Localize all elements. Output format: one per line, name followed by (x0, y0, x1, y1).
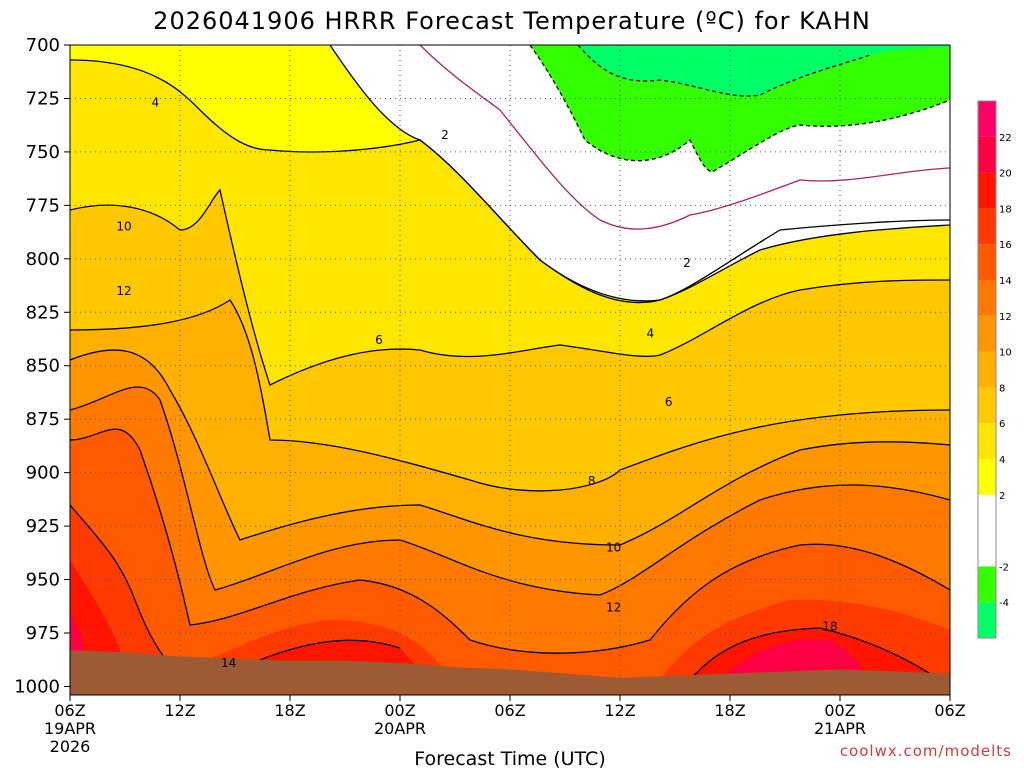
x-tick-date-7: 21APR (814, 719, 866, 738)
colorbar-swatch-10 (978, 244, 996, 280)
contour-14 (70, 428, 950, 654)
contour-label-2: 2 (683, 256, 691, 270)
y-tick-label-7: 875 (26, 409, 60, 430)
colorbar-label-12: 22 (999, 133, 1012, 144)
colorbar-label-4: 6 (999, 419, 1005, 430)
y-tick-label-5: 825 (26, 302, 60, 323)
x-tick-label-1: 12Z (164, 701, 195, 720)
colorbar-swatch-9 (978, 280, 996, 316)
x-tick-label-2: 18Z (274, 701, 305, 720)
y-tick-label-12: 1000 (14, 676, 60, 697)
contour-label-8: 8 (588, 474, 596, 488)
y-tick-label-3: 775 (26, 195, 60, 216)
contour-label-0: 4 (152, 96, 160, 110)
credit-text: coolwx.com/modelts (840, 742, 1012, 760)
colorbar-swatch-3 (978, 494, 996, 531)
colorbar-swatch-7 (978, 351, 996, 388)
band-minus6-minus4 (578, 45, 950, 97)
contour-minus4 (577, 45, 871, 97)
colorbar-swatch-4 (978, 459, 996, 495)
contour-6 (70, 188, 950, 386)
x-tick-label-6: 18Z (714, 701, 745, 720)
x-tick-date-3: 20APR (374, 719, 426, 738)
colorbar: -4 -2 2 4 6 8 10 12 14 16 18 20 22 (977, 100, 1012, 639)
y-tick-label-10: 950 (26, 570, 60, 591)
colorbar-label-11: 20 (999, 169, 1012, 180)
colorbar-label-8: 14 (999, 276, 1012, 287)
colorbar-label-7: 12 (999, 312, 1012, 323)
colorbar-swatch-13 (978, 136, 996, 173)
contour-label-4: 12 (116, 284, 131, 298)
colorbar-swatch-12 (978, 172, 996, 209)
y-tick-label-0: 700 (26, 35, 60, 56)
y-tick-label-11: 975 (26, 623, 60, 644)
contour-label-9: 10 (606, 540, 621, 554)
colorbar-frame (977, 100, 997, 639)
x-tick-date-0: 19APR (44, 719, 96, 738)
y-tick-label-2: 750 (26, 142, 60, 163)
ground-below-surface (70, 650, 950, 695)
contour-label-3: 10 (116, 220, 131, 234)
y-axis-ticks: 700 725 750 775 800 825 850 875 900 925 950 975 1000 (14, 35, 70, 697)
contour-label-1: 2 (441, 128, 449, 142)
colorbar-swatch-5 (978, 423, 996, 459)
plot-area: 4 2 2 10 12 6 4 6 8 10 12 14 18 (69, 44, 951, 696)
colorbar-swatch-6 (978, 387, 996, 424)
colorbar-label-10: 18 (999, 204, 1012, 215)
colorbar-label-5: 8 (999, 383, 1005, 394)
contour-minus2 (529, 45, 950, 173)
colorbar-label-2: 2 (999, 491, 1005, 502)
contour-label-7: 6 (665, 395, 673, 409)
contour-label-5: 6 (375, 333, 383, 347)
x-tick-label-8: 06Z (934, 701, 965, 720)
contour-2 (329, 45, 950, 302)
contour-label-12: 18 (822, 620, 837, 634)
x-tick-year-0: 2026 (50, 737, 91, 756)
contour-label-11: 14 (221, 656, 236, 670)
chart-title: 2026041906 HRRR Forecast Temperature (ºC… (153, 7, 871, 35)
contour-label-10: 12 (606, 600, 621, 614)
colorbar-swatch-8 (978, 315, 996, 352)
colorbar-label-0: -4 (999, 598, 1009, 609)
contour-8 (70, 299, 950, 492)
colorbar-swatch-1 (978, 566, 996, 603)
contour-12 (70, 386, 950, 596)
x-tick-label-5: 12Z (604, 701, 635, 720)
contour-label-6: 4 (647, 327, 655, 341)
x-tick-label-3: 00Z (384, 701, 415, 720)
colorbar-label-3: 4 (999, 455, 1005, 466)
colorbar-label-6: 10 (999, 348, 1012, 359)
y-tick-label-6: 850 (26, 356, 60, 377)
colorbar-label-1: -2 (999, 562, 1009, 573)
x-tick-label-7: 00Z (824, 701, 855, 720)
y-tick-label-4: 800 (26, 249, 60, 270)
contour-10 (70, 349, 950, 546)
colorbar-swatch-0 (978, 602, 996, 638)
x-axis-label: Forecast Time (UTC) (414, 748, 605, 768)
colorbar-label-9: 16 (999, 240, 1012, 251)
y-tick-label-9: 925 (26, 516, 60, 537)
colorbar-swatch-14 (978, 101, 996, 137)
contour-labels: 4 2 2 10 12 6 4 6 8 10 12 14 18 (116, 96, 837, 670)
contour-0 (419, 45, 950, 230)
x-tick-label-0: 06Z (54, 701, 85, 720)
y-tick-label-1: 725 (26, 88, 60, 109)
y-tick-label-8: 900 (26, 463, 60, 484)
colorbar-swatch-2 (978, 530, 996, 567)
x-tick-label-4: 06Z (494, 701, 525, 720)
colorbar-swatch-11 (978, 208, 996, 245)
